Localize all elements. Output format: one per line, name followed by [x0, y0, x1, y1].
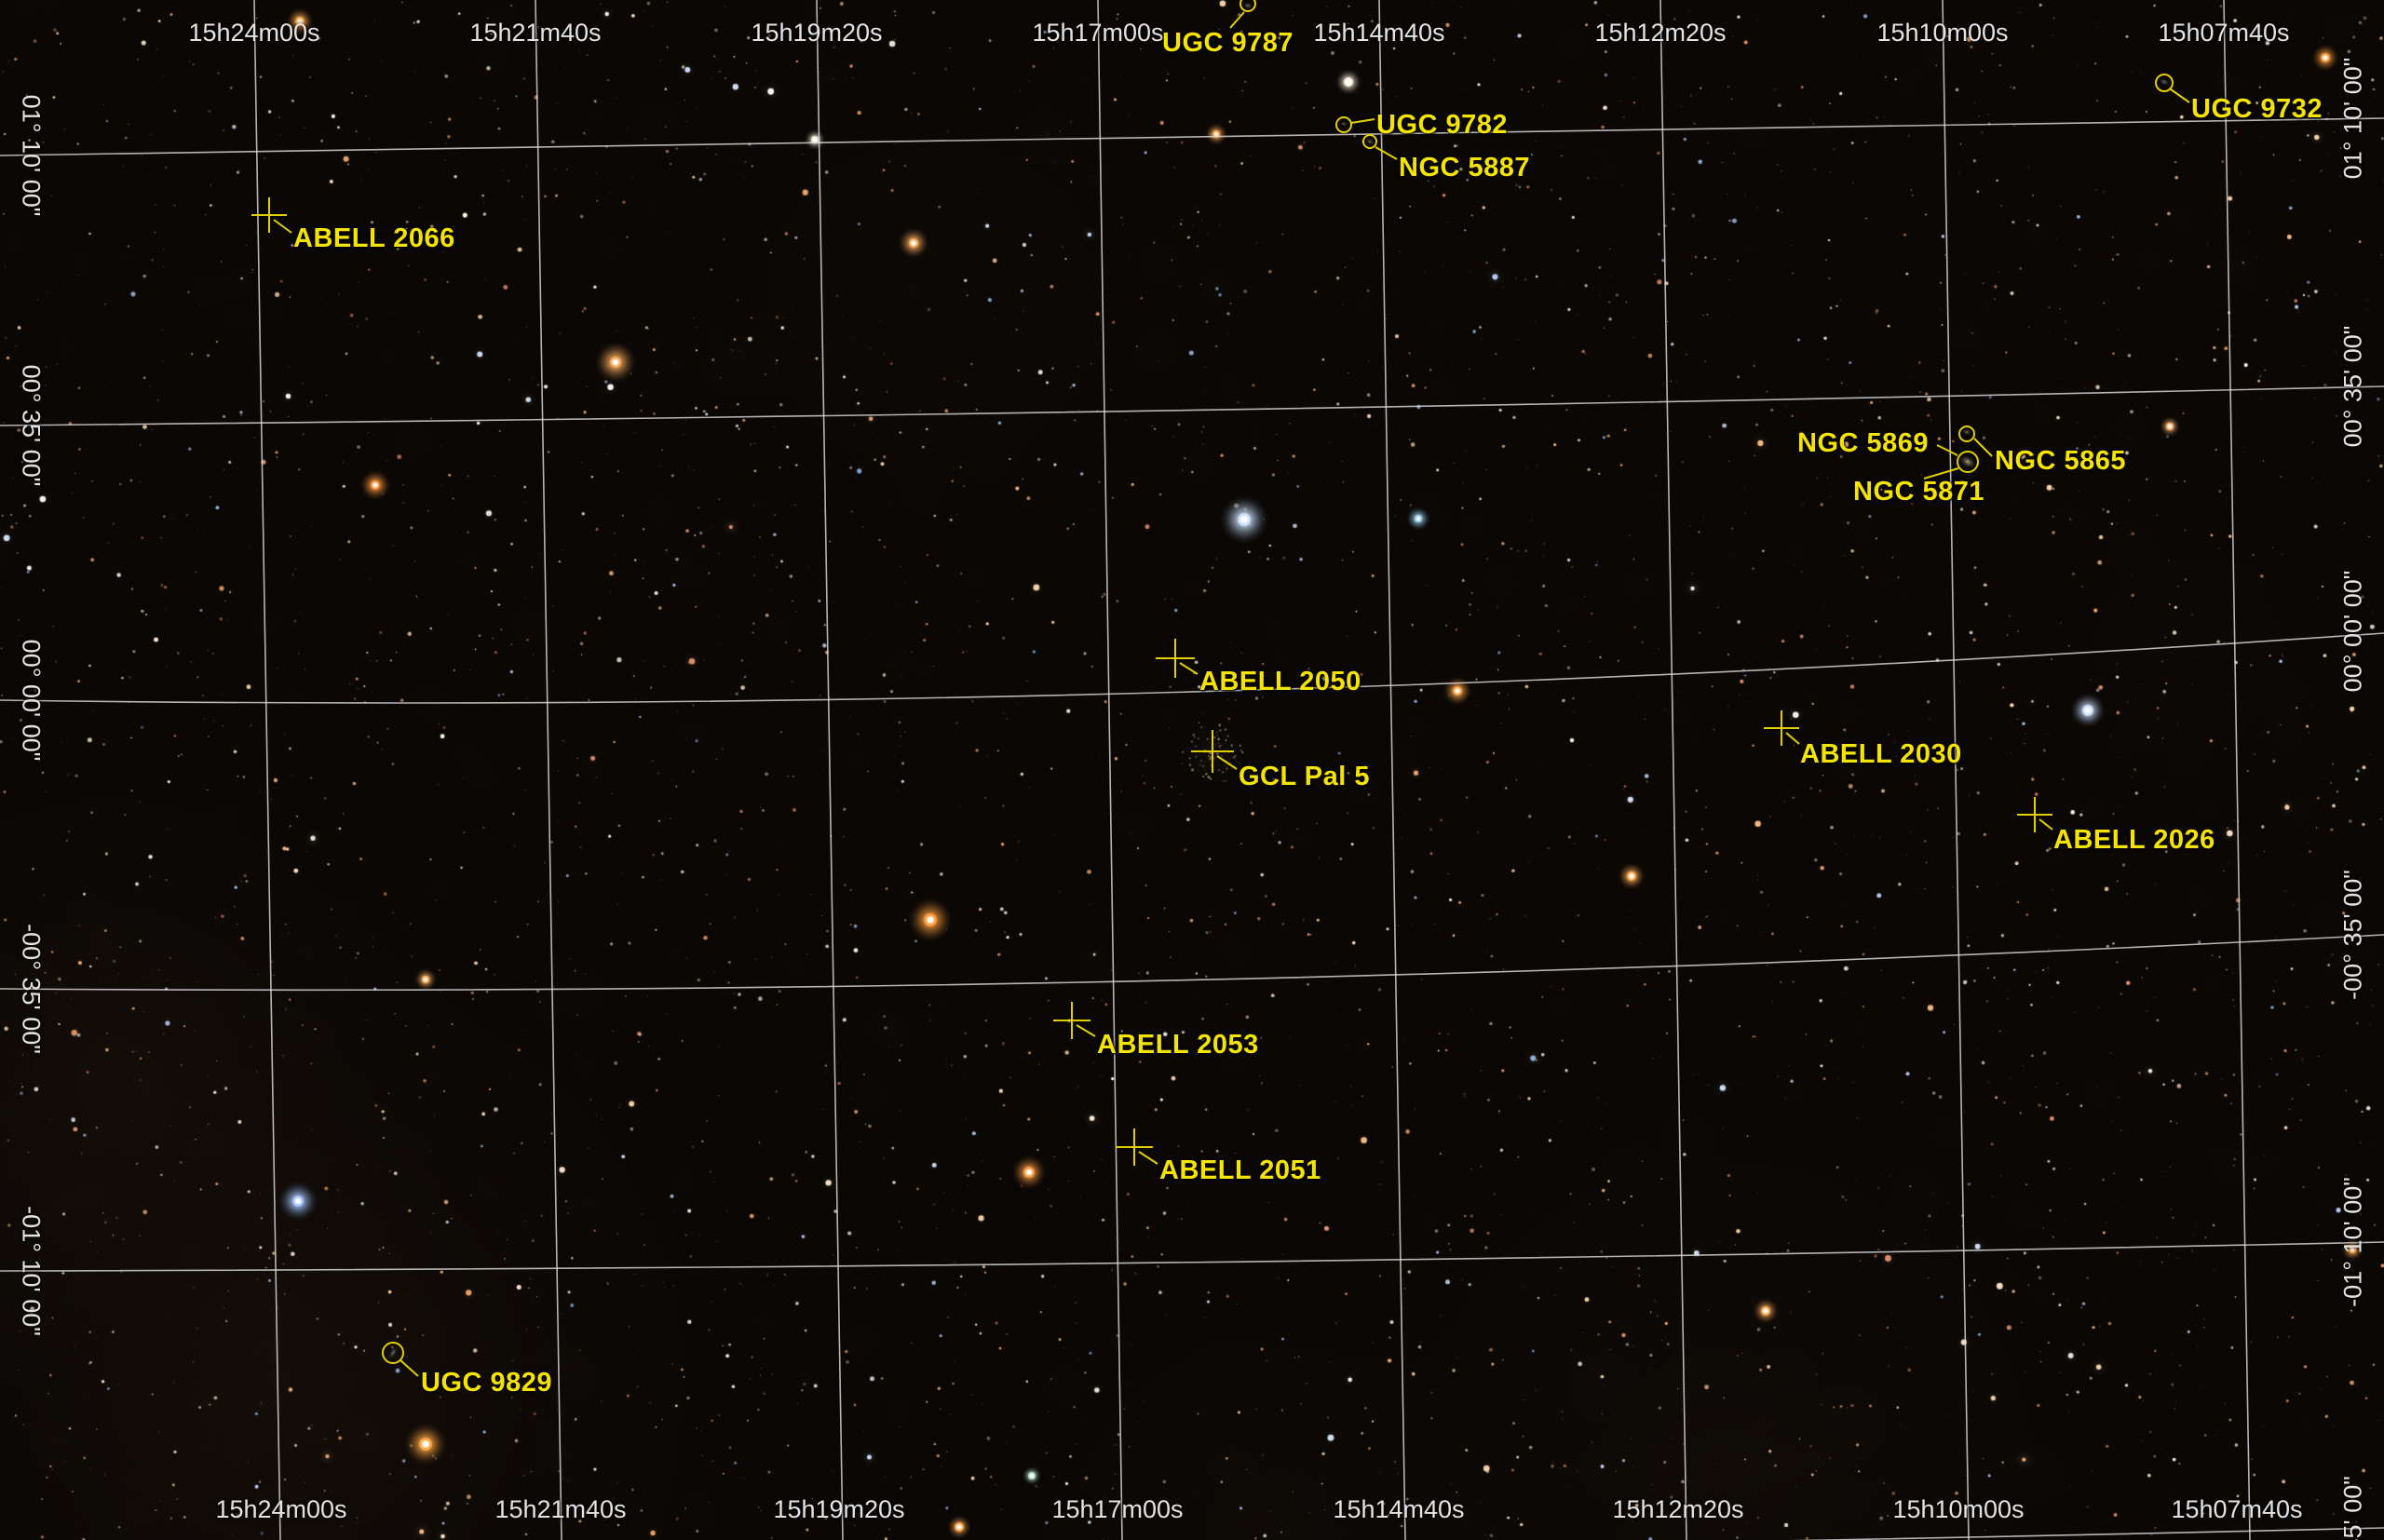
object-label-abell-2050: ABELL 2050 — [1199, 667, 1361, 696]
dec-label-left: 00° 35' 00" — [17, 364, 46, 487]
marker-leader-gcl-pal-5 — [1216, 755, 1238, 770]
object-label-gcl-pal-5: GCL Pal 5 — [1239, 762, 1370, 791]
marker-circle-ngc-5869 — [1958, 426, 1975, 442]
marker-leader-ugc-9787 — [1229, 11, 1245, 29]
grid-line-ra — [816, 0, 844, 1540]
marker-circle-ugc-9782 — [1335, 116, 1352, 133]
marker-circle-ugc-9829 — [382, 1342, 404, 1364]
dec-label-left: -00° 35' 00" — [17, 924, 46, 1054]
grid-line-dec — [0, 632, 2384, 704]
marker-leader-abell-2066 — [273, 219, 292, 234]
grid-line-ra — [253, 0, 281, 1540]
ra-label-top: 15h24m00s — [188, 19, 320, 47]
ra-label-top: 15h21m40s — [469, 19, 602, 47]
dec-label-left: 01° 10' 00" — [17, 94, 46, 217]
object-label-abell-2030: ABELL 2030 — [1800, 739, 1962, 769]
ra-label-bottom: 15h12m20s — [1612, 1495, 1744, 1523]
ra-label-bottom: 15h21m40s — [494, 1495, 627, 1523]
dec-label-right: -00° 35' 00" — [2338, 870, 2367, 1000]
marker-leader-abell-2053 — [1076, 1024, 1096, 1037]
marker-circle-ngc-5887 — [1362, 134, 1377, 149]
marker-leader-ngc-5887 — [1375, 146, 1398, 160]
object-label-ngc-5871: NGC 5871 — [1853, 477, 1985, 507]
grid-line-ra — [2223, 0, 2251, 1540]
dec-label-right: -01° 10' 00" — [2338, 1177, 2367, 1307]
grid-line-ra — [1942, 0, 1970, 1540]
marker-circle-ugc-9787 — [1239, 0, 1256, 12]
ra-label-top: 15h10m00s — [1876, 19, 2009, 47]
object-label-ngc-5865: NGC 5865 — [1995, 446, 2127, 476]
marker-leader-abell-2030 — [1785, 732, 1800, 745]
grid-line-dec — [0, 385, 2384, 426]
marker-circle-ngc-5865 — [1957, 451, 1979, 473]
object-label-abell-2066: ABELL 2066 — [293, 223, 455, 253]
ra-label-top: 15h12m20s — [1594, 19, 1727, 47]
dec-label-right: 00° 35' 00" — [2338, 325, 2367, 448]
marker-circle-ugc-9732 — [2155, 74, 2174, 92]
object-label-abell-2053: ABELL 2053 — [1097, 1030, 1259, 1060]
object-label-ngc-5887: NGC 5887 — [1399, 153, 1531, 182]
object-label-abell-2026: ABELL 2026 — [2053, 825, 2215, 855]
object-label-ugc-9787: UGC 9787 — [1162, 28, 1294, 58]
ra-label-bottom: 15h19m20s — [773, 1495, 905, 1523]
ra-label-bottom: 15h10m00s — [1892, 1495, 2025, 1523]
dec-label-right: -01° 45' 00" — [2339, 1476, 2368, 1540]
grid-line-ra — [1659, 0, 1687, 1540]
object-markers — [251, 0, 2190, 1377]
ra-label-top: 15h19m20s — [751, 19, 883, 47]
ra-label-bottom: 15h17m00s — [1051, 1495, 1184, 1523]
object-label-ugc-9732: UGC 9732 — [2191, 94, 2323, 124]
ra-label-top: 15h17m00s — [1032, 19, 1164, 47]
ra-label-bottom: 15h24m00s — [215, 1495, 347, 1523]
marker-leader-ugc-9732 — [2170, 88, 2190, 103]
marker-leader-ngc-5871 — [1923, 467, 1959, 480]
dec-label-right: 01° 10' 00" — [2338, 57, 2367, 180]
grid-line-ra — [1378, 0, 1406, 1540]
grid-line-dec — [0, 934, 2384, 992]
marker-leader-ngc-5869 — [1936, 444, 1958, 456]
object-label-ugc-9782: UGC 9782 — [1376, 110, 1509, 140]
grid-line-dec — [1788, 1527, 2384, 1540]
ra-label-bottom: 15h14m40s — [1333, 1495, 1465, 1523]
ra-label-bottom: 15h07m40s — [2171, 1495, 2303, 1523]
ra-label-top: 15h14m40s — [1313, 19, 1445, 47]
grid-line-dec — [0, 1241, 2384, 1272]
dec-label-right: 00° 00' 00" — [2338, 570, 2367, 693]
object-label-ngc-5869: NGC 5869 — [1797, 428, 1930, 458]
marker-leader-abell-2026 — [2039, 818, 2053, 831]
marker-leader-ngc-5865 — [1973, 438, 1993, 457]
dec-label-left: 00° 00' 00" — [17, 639, 46, 762]
object-label-abell-2051: ABELL 2051 — [1159, 1155, 1321, 1185]
object-label-ugc-9829: UGC 9829 — [421, 1368, 553, 1398]
ra-label-top: 15h07m40s — [2158, 19, 2290, 47]
grid-line-dec — [0, 117, 2384, 156]
grid-line-ra — [535, 0, 562, 1540]
marker-leader-abell-2050 — [1179, 662, 1199, 675]
marker-leader-ugc-9829 — [400, 1359, 419, 1377]
marker-leader-abell-2051 — [1138, 1151, 1158, 1165]
grid-line-ra — [1097, 0, 1123, 1540]
marker-leader-ugc-9782 — [1350, 118, 1375, 124]
dec-label-left: -01° 10' 00" — [17, 1206, 46, 1336]
